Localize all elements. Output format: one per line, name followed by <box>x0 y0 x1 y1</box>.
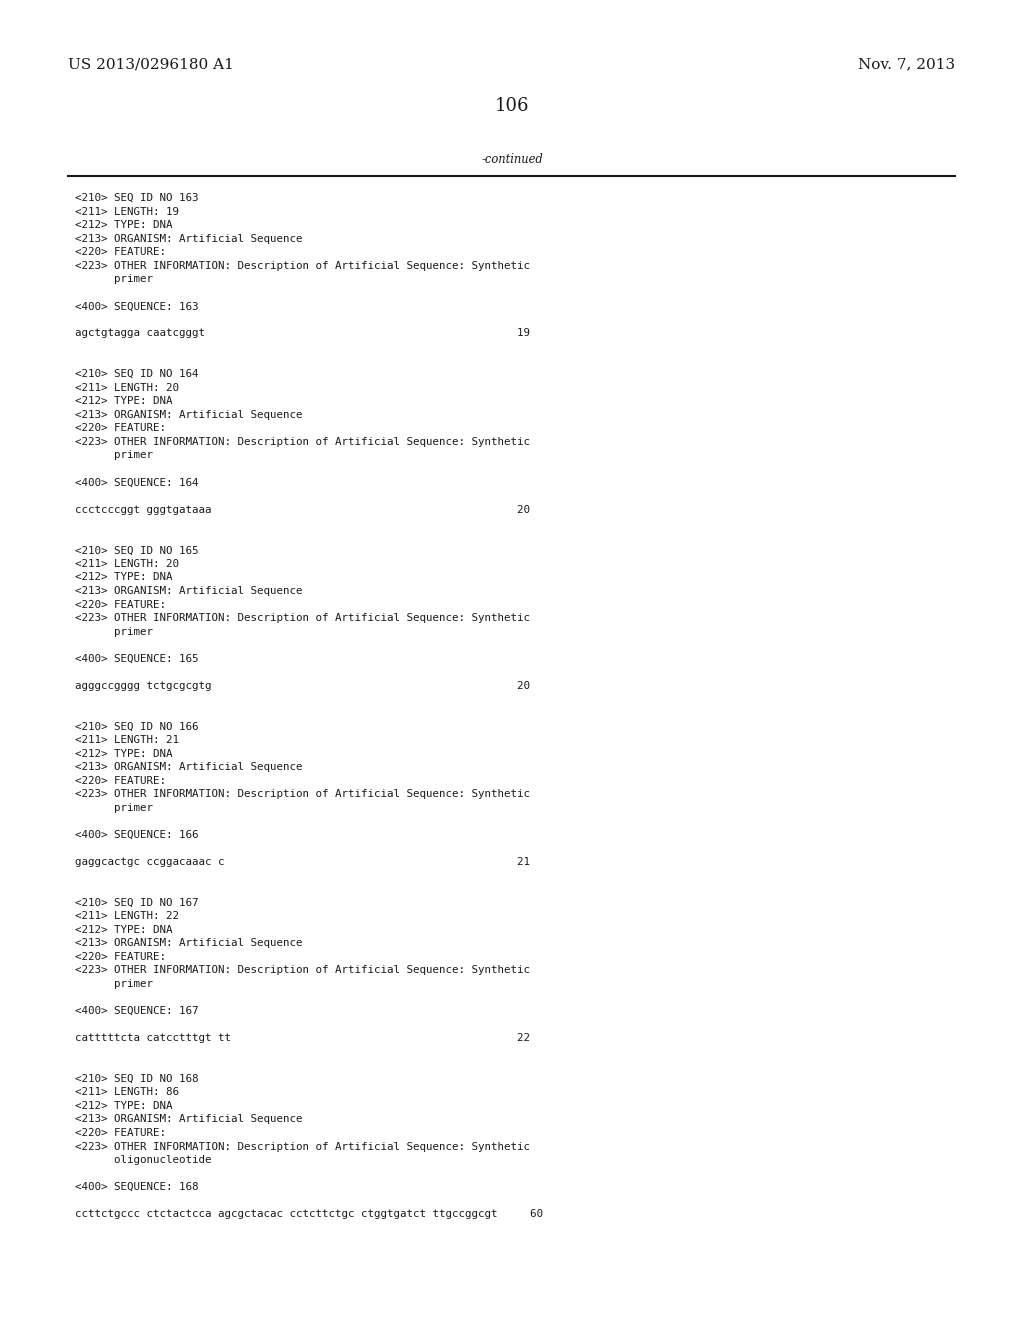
Text: <212> TYPE: DNA: <212> TYPE: DNA <box>75 748 172 759</box>
Text: <400> SEQUENCE: 163: <400> SEQUENCE: 163 <box>75 301 199 312</box>
Text: ccttctgccc ctctactcca agcgctacac cctcttctgc ctggtgatct ttgccggcgt     60: ccttctgccc ctctactcca agcgctacac cctcttc… <box>75 1209 543 1220</box>
Text: agggccgggg tctgcgcgtg                                               20: agggccgggg tctgcgcgtg 20 <box>75 681 530 690</box>
Text: <220> FEATURE:: <220> FEATURE: <box>75 952 166 962</box>
Text: <223> OTHER INFORMATION: Description of Artificial Sequence: Synthetic: <223> OTHER INFORMATION: Description of … <box>75 612 530 623</box>
Text: primer: primer <box>75 275 153 284</box>
Text: <220> FEATURE:: <220> FEATURE: <box>75 424 166 433</box>
Text: <213> ORGANISM: Artificial Sequence: <213> ORGANISM: Artificial Sequence <box>75 762 302 772</box>
Text: <210> SEQ ID NO 163: <210> SEQ ID NO 163 <box>75 193 199 203</box>
Text: <212> TYPE: DNA: <212> TYPE: DNA <box>75 925 172 935</box>
Text: 106: 106 <box>495 96 529 115</box>
Text: <223> OTHER INFORMATION: Description of Artificial Sequence: Synthetic: <223> OTHER INFORMATION: Description of … <box>75 437 530 447</box>
Text: primer: primer <box>75 803 153 813</box>
Text: <211> LENGTH: 22: <211> LENGTH: 22 <box>75 911 179 921</box>
Text: <211> LENGTH: 86: <211> LENGTH: 86 <box>75 1088 179 1097</box>
Text: catttttcta catcctttgt tt                                            22: catttttcta catcctttgt tt 22 <box>75 1034 530 1043</box>
Text: <220> FEATURE:: <220> FEATURE: <box>75 1129 166 1138</box>
Text: <400> SEQUENCE: 164: <400> SEQUENCE: 164 <box>75 478 199 487</box>
Text: <220> FEATURE:: <220> FEATURE: <box>75 599 166 610</box>
Text: primer: primer <box>75 450 153 461</box>
Text: <211> LENGTH: 20: <211> LENGTH: 20 <box>75 558 179 569</box>
Text: <400> SEQUENCE: 165: <400> SEQUENCE: 165 <box>75 653 199 664</box>
Text: <400> SEQUENCE: 167: <400> SEQUENCE: 167 <box>75 1006 199 1016</box>
Text: <212> TYPE: DNA: <212> TYPE: DNA <box>75 573 172 582</box>
Text: agctgtagga caatcgggt                                                19: agctgtagga caatcgggt 19 <box>75 329 530 338</box>
Text: <223> OTHER INFORMATION: Description of Artificial Sequence: Synthetic: <223> OTHER INFORMATION: Description of … <box>75 789 530 799</box>
Text: <213> ORGANISM: Artificial Sequence: <213> ORGANISM: Artificial Sequence <box>75 1114 302 1125</box>
Text: <213> ORGANISM: Artificial Sequence: <213> ORGANISM: Artificial Sequence <box>75 939 302 948</box>
Text: oligonucleotide: oligonucleotide <box>75 1155 212 1166</box>
Text: <223> OTHER INFORMATION: Description of Artificial Sequence: Synthetic: <223> OTHER INFORMATION: Description of … <box>75 261 530 271</box>
Text: <212> TYPE: DNA: <212> TYPE: DNA <box>75 1101 172 1111</box>
Text: Nov. 7, 2013: Nov. 7, 2013 <box>858 57 955 71</box>
Text: <213> ORGANISM: Artificial Sequence: <213> ORGANISM: Artificial Sequence <box>75 409 302 420</box>
Text: <211> LENGTH: 20: <211> LENGTH: 20 <box>75 383 179 393</box>
Text: gaggcactgc ccggacaaac c                                             21: gaggcactgc ccggacaaac c 21 <box>75 857 530 867</box>
Text: <211> LENGTH: 21: <211> LENGTH: 21 <box>75 735 179 744</box>
Text: <212> TYPE: DNA: <212> TYPE: DNA <box>75 220 172 230</box>
Text: <223> OTHER INFORMATION: Description of Artificial Sequence: Synthetic: <223> OTHER INFORMATION: Description of … <box>75 1142 530 1151</box>
Text: primer: primer <box>75 979 153 989</box>
Text: <213> ORGANISM: Artificial Sequence: <213> ORGANISM: Artificial Sequence <box>75 234 302 244</box>
Text: <210> SEQ ID NO 168: <210> SEQ ID NO 168 <box>75 1073 199 1084</box>
Text: -continued: -continued <box>481 153 543 166</box>
Text: <220> FEATURE:: <220> FEATURE: <box>75 247 166 257</box>
Text: <213> ORGANISM: Artificial Sequence: <213> ORGANISM: Artificial Sequence <box>75 586 302 595</box>
Text: <220> FEATURE:: <220> FEATURE: <box>75 776 166 785</box>
Text: <211> LENGTH: 19: <211> LENGTH: 19 <box>75 206 179 216</box>
Text: ccctcccggt gggtgataaa                                               20: ccctcccggt gggtgataaa 20 <box>75 504 530 515</box>
Text: <212> TYPE: DNA: <212> TYPE: DNA <box>75 396 172 407</box>
Text: <400> SEQUENCE: 168: <400> SEQUENCE: 168 <box>75 1183 199 1192</box>
Text: <210> SEQ ID NO 166: <210> SEQ ID NO 166 <box>75 722 199 731</box>
Text: <210> SEQ ID NO 164: <210> SEQ ID NO 164 <box>75 370 199 379</box>
Text: <223> OTHER INFORMATION: Description of Artificial Sequence: Synthetic: <223> OTHER INFORMATION: Description of … <box>75 965 530 975</box>
Text: primer: primer <box>75 627 153 636</box>
Text: <400> SEQUENCE: 166: <400> SEQUENCE: 166 <box>75 830 199 840</box>
Text: US 2013/0296180 A1: US 2013/0296180 A1 <box>68 57 233 71</box>
Text: <210> SEQ ID NO 167: <210> SEQ ID NO 167 <box>75 898 199 908</box>
Text: <210> SEQ ID NO 165: <210> SEQ ID NO 165 <box>75 545 199 556</box>
